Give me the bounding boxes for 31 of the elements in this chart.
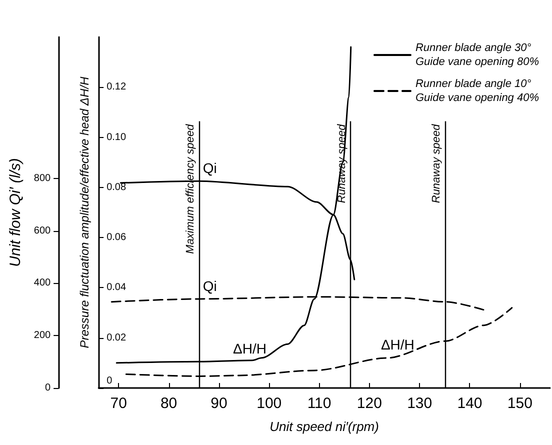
y2-axis-title: Pressure fluctuation amplitude/effective head ΔH/H (78, 76, 92, 348)
y2-tick-label: 0.10 (106, 132, 126, 143)
y-tick-label: 600 (34, 225, 52, 236)
annotation: ΔH/H (232, 340, 266, 356)
y-tick-label: 0 (45, 382, 52, 394)
x-tick-label: 70 (110, 395, 127, 412)
x-axis-title: Unit speed ni′(rpm) (270, 419, 379, 434)
x-tick-label: 120 (356, 395, 382, 412)
y2-tick-label: 0.06 (106, 232, 126, 244)
annotation: Qi (202, 160, 217, 176)
ref-line-label: Runaway speed (430, 123, 443, 204)
y2-tick-label: 0.12 (106, 82, 126, 93)
x-tick-label: 150 (507, 395, 532, 412)
legend-label: Runner blade angle 30° Guide vane opening 80% (415, 42, 540, 68)
y-tick-label: 200 (34, 330, 52, 342)
y-axis-title: Unit flow Qi′ (l/s) (7, 158, 24, 267)
x-tick-label: 100 (256, 395, 282, 412)
y-tick-label: 800 (34, 172, 52, 184)
y2-tick-label: 0 (106, 376, 113, 386)
x-tick-label: 90 (210, 395, 228, 412)
legend-label: Runner blade angle 10° Guide vane opening 40% (415, 78, 540, 104)
x-tick-label: 110 (307, 395, 332, 412)
x-tick-label: 140 (457, 395, 482, 412)
x-tick-label: 80 (160, 395, 178, 412)
x-tick-label: 130 (407, 395, 432, 412)
y2-tick-label: 0.02 (106, 332, 126, 344)
annotation: Qi (202, 278, 217, 294)
y-tick-label: 400 (34, 278, 52, 289)
y2-tick-label: 0.04 (106, 282, 126, 294)
annotation: ΔH/H (380, 336, 414, 353)
y2-tick-label: 0.08 (106, 182, 126, 193)
